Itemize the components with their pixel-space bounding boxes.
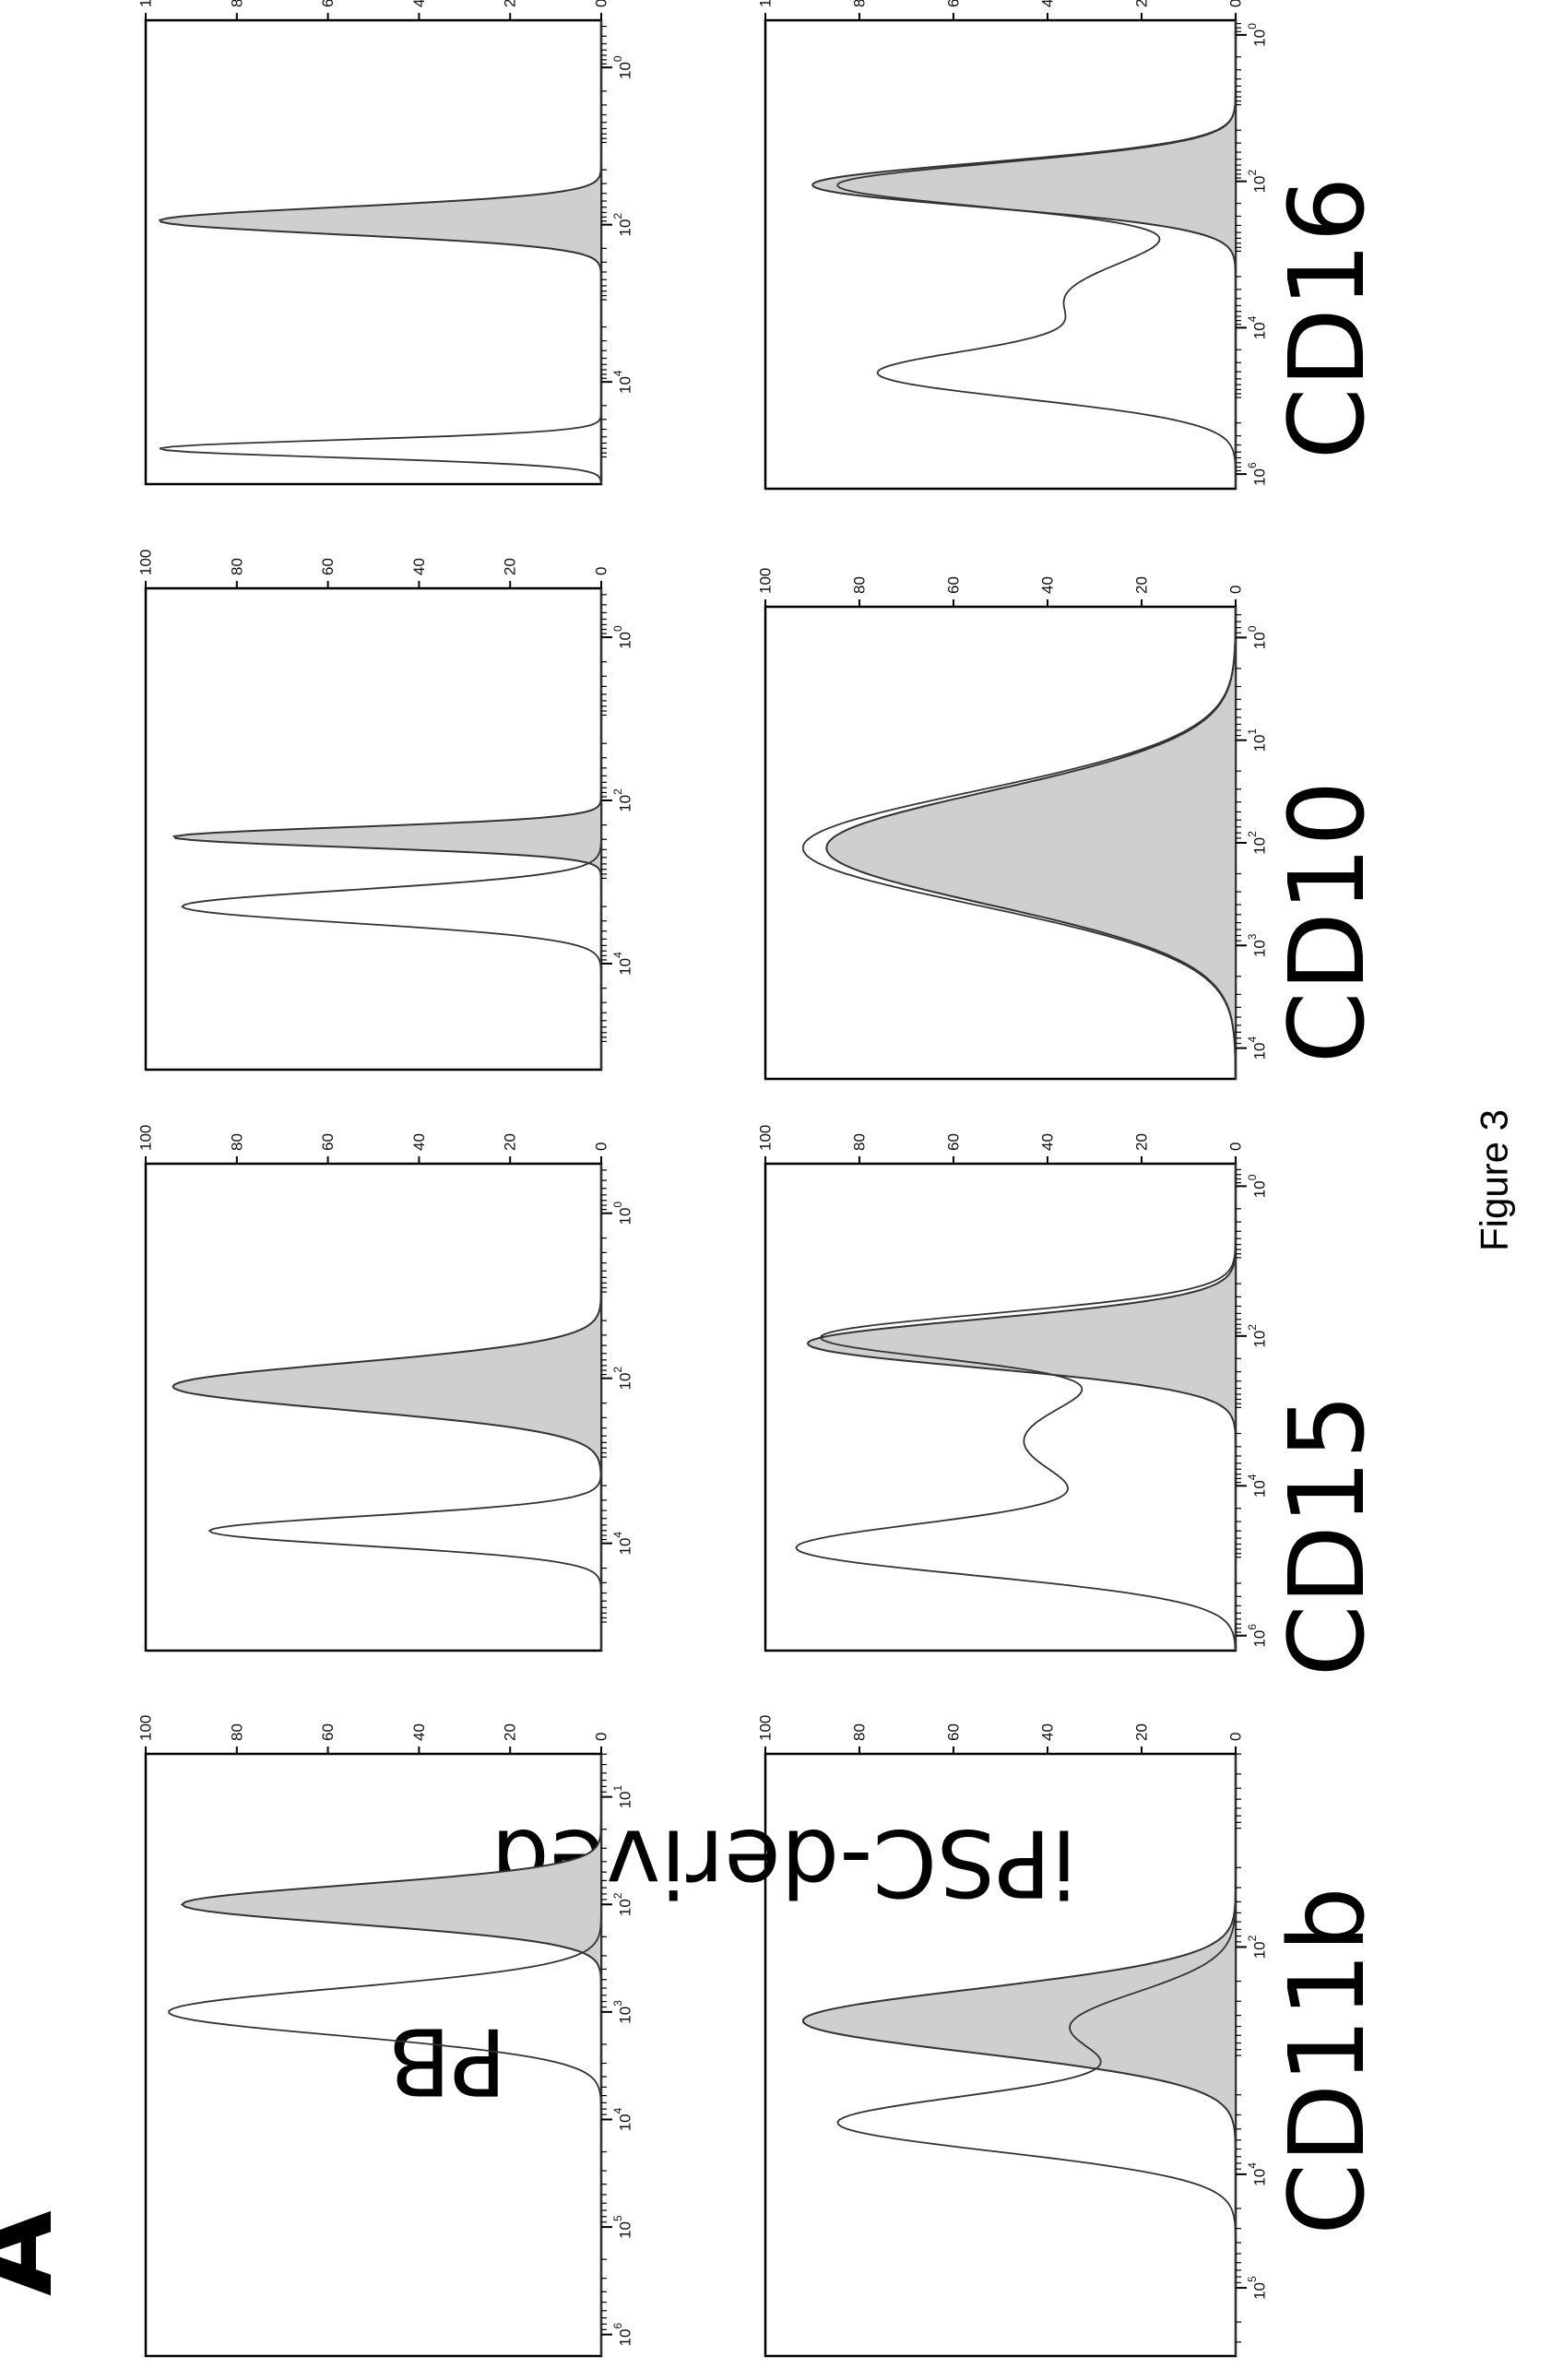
- y-tick-label: 20: [1133, 1723, 1151, 1741]
- y-tick-label: 20: [502, 0, 519, 7]
- series-line-pb-cd10-1: [181, 588, 602, 1070]
- series-line-pb-cd11b-1: [168, 1754, 602, 2356]
- y-tick-label: 80: [228, 1133, 245, 1151]
- y-tick-label: 20: [502, 1133, 519, 1151]
- y-tick-label: 60: [319, 1133, 337, 1151]
- y-tick-label: 20: [502, 558, 519, 575]
- y-tick-label: 40: [1039, 1133, 1057, 1151]
- y-tick-label: 20: [1133, 0, 1151, 7]
- y-tick-label: 40: [1039, 1723, 1057, 1741]
- series-line-ipsc-derived-cd11b-1: [836, 1754, 1237, 2356]
- y-tick-label: 20: [1133, 576, 1151, 594]
- series-line-pb-cd16-1: [159, 20, 602, 485]
- y-tick-label: 60: [945, 1723, 963, 1741]
- row-label-pb: PB: [388, 2007, 507, 2115]
- y-tick-label: 100: [757, 568, 775, 594]
- y-tick-label: 100: [757, 1715, 775, 1741]
- y-tick-label: 100: [137, 550, 155, 575]
- y-tick-label: 80: [228, 0, 245, 7]
- panel-label: A: [0, 2210, 77, 2296]
- column-label-cd15: CD15: [1268, 1394, 1388, 1677]
- series-line-ipsc-derived-cd10-1: [801, 607, 1237, 1079]
- y-tick-label: 40: [410, 1723, 428, 1741]
- y-tick-label: 100: [757, 0, 775, 7]
- y-tick-label: 80: [851, 1723, 869, 1741]
- y-tick-label: 20: [502, 1723, 519, 1741]
- y-tick-label: 60: [319, 558, 337, 575]
- column-label-cd11b: CD11b: [1268, 1887, 1388, 2235]
- y-tick-label: 60: [945, 0, 963, 7]
- y-tick-label: 20: [1133, 1133, 1151, 1151]
- y-tick-label: 80: [851, 576, 869, 594]
- y-tick-label: 60: [319, 0, 337, 7]
- y-tick-label: 60: [945, 1133, 963, 1151]
- column-label-cd16: CD16: [1268, 177, 1388, 460]
- y-tick-label: 0: [1227, 0, 1245, 7]
- y-tick-label: 100: [137, 1125, 155, 1151]
- y-tick-label: 100: [757, 1125, 775, 1151]
- y-tick-label: 0: [593, 0, 610, 7]
- y-tick-label: 40: [410, 558, 428, 575]
- y-tick-label: 40: [1039, 0, 1057, 7]
- column-label-cd10: CD10: [1268, 781, 1388, 1064]
- y-tick-label: 0: [593, 1733, 610, 1741]
- series-line-ipsc-derived-cd16-1: [836, 20, 1237, 489]
- y-tick-label: 80: [851, 1133, 869, 1151]
- y-tick-label: 80: [228, 558, 245, 575]
- y-tick-label: 0: [1227, 1143, 1245, 1151]
- y-tick-label: 0: [593, 1143, 610, 1151]
- y-tick-label: 60: [319, 1723, 337, 1741]
- y-tick-label: 80: [851, 0, 869, 7]
- figure-caption: Figure 3: [1473, 1109, 1516, 1251]
- y-tick-label: 100: [137, 1715, 155, 1741]
- y-tick-label: 40: [1039, 576, 1057, 594]
- y-tick-label: 80: [228, 1723, 245, 1741]
- series-line-pb-cd15-1: [207, 1164, 602, 1651]
- y-tick-label: 0: [1227, 586, 1245, 594]
- y-tick-label: 40: [410, 1133, 428, 1151]
- y-tick-label: 0: [1227, 1733, 1245, 1741]
- y-tick-label: 60: [945, 576, 963, 594]
- y-tick-label: 40: [410, 0, 428, 7]
- y-tick-label: 100: [137, 0, 155, 7]
- series-line-ipsc-derived-cd15-1: [795, 1164, 1237, 1652]
- y-tick-label: 0: [593, 567, 610, 575]
